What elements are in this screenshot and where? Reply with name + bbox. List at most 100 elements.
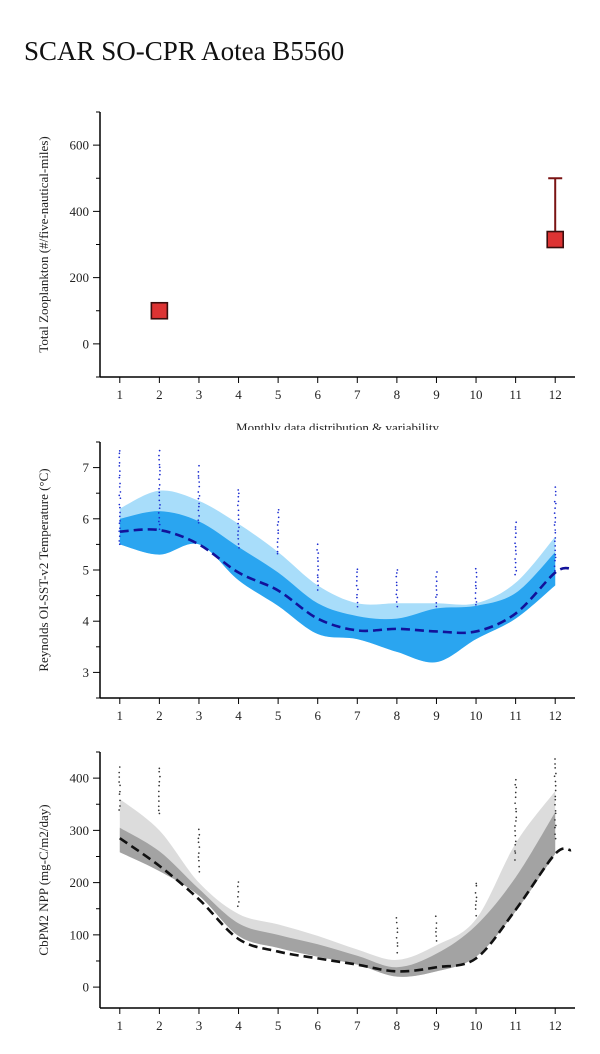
x-tick-label: 5 <box>275 1018 282 1033</box>
observation-dot <box>237 891 240 893</box>
observation-dot <box>119 520 121 522</box>
observation-dot <box>435 576 437 578</box>
y-axis-label: Total Zooplankton (#/five-nautical-miles… <box>36 136 51 352</box>
observation-dot <box>434 915 437 918</box>
x-tick-label: 6 <box>314 1018 321 1033</box>
observation-dot <box>395 581 398 584</box>
observation-dot <box>316 580 319 582</box>
observation-dot <box>396 945 399 947</box>
observation-dot <box>554 545 557 547</box>
observation-dot <box>395 916 398 919</box>
observation-dot <box>554 837 557 840</box>
observation-dot <box>118 461 121 464</box>
observation-dot <box>276 546 279 548</box>
observation-dot <box>118 494 121 497</box>
y-axis-label: CbPM2 NPP (mg-C/m2/day) <box>36 804 51 955</box>
observation-dot <box>356 605 359 608</box>
observation-dot <box>514 558 516 560</box>
observation-dot <box>395 936 398 939</box>
observation-dot <box>118 771 121 774</box>
observation-dot <box>157 809 160 812</box>
observation-dot <box>396 589 398 591</box>
observation-dot <box>159 504 161 506</box>
observation-dot <box>554 529 557 531</box>
observation-dot <box>237 504 239 507</box>
x-tick-label: 4 <box>235 708 242 723</box>
observation-dot <box>277 532 280 535</box>
observations-month-1 <box>118 449 122 546</box>
observation-dot <box>198 502 200 505</box>
observation-dot <box>436 571 438 573</box>
y-tick-label: 200 <box>70 270 90 285</box>
observation-dot <box>514 573 516 576</box>
observation-dot <box>554 819 556 821</box>
observation-dot <box>118 809 120 811</box>
observation-dot <box>356 568 359 571</box>
observation-dot <box>396 605 399 608</box>
observation-dot <box>475 900 478 903</box>
observation-dot <box>515 778 517 781</box>
observation-dot <box>158 516 161 519</box>
observation-dot <box>514 542 516 545</box>
observation-dot <box>158 780 161 783</box>
observation-dot <box>436 593 438 596</box>
observation-dot <box>237 522 239 525</box>
observation-dot <box>554 556 557 559</box>
observation-dot <box>197 491 200 493</box>
observation-dot <box>159 775 161 778</box>
observation-dot <box>554 490 557 493</box>
observation-dot <box>158 458 160 461</box>
observation-dot <box>396 951 399 954</box>
observation-dot <box>118 543 121 546</box>
observation-dot <box>554 795 557 798</box>
x-tick-label: 5 <box>275 708 282 723</box>
x-tick-label: 12 <box>549 1018 562 1033</box>
observation-dot <box>553 540 556 543</box>
y-tick-label: 0 <box>83 336 90 351</box>
x-tick-label: 9 <box>433 387 440 402</box>
observation-dot <box>197 470 200 473</box>
y-tick-label: 100 <box>70 927 90 942</box>
observation-dot <box>514 528 517 531</box>
mean-line <box>119 837 572 973</box>
observation-dot <box>198 494 201 497</box>
observation-dot <box>119 511 121 514</box>
observation-dot <box>395 584 398 587</box>
y-tick-label: 400 <box>70 204 90 219</box>
observations-month-9 <box>435 571 438 608</box>
observation-dot <box>158 491 161 494</box>
observation-dot <box>277 537 279 540</box>
observation-dot <box>238 901 240 903</box>
x-tick-label: 2 <box>156 708 163 723</box>
observation-dot <box>236 905 239 908</box>
observations-month-9 <box>434 915 438 942</box>
x-tick-label: 1 <box>117 708 124 723</box>
observation-dot <box>514 526 517 528</box>
observation-dot <box>554 784 557 787</box>
observations-month-12 <box>553 758 557 840</box>
observation-dot <box>158 499 161 502</box>
observation-dot <box>157 790 160 793</box>
observation-dot <box>356 575 358 578</box>
observation-dot <box>554 803 556 806</box>
observation-dot <box>316 556 319 559</box>
observation-dot <box>554 789 557 792</box>
observation-dot <box>474 904 477 906</box>
observations-month-3 <box>197 464 201 524</box>
y-tick-label: 400 <box>70 771 90 786</box>
observation-dot <box>237 534 239 536</box>
observation-dot <box>158 494 161 497</box>
observation-dot <box>118 503 121 506</box>
observation-dot <box>158 800 160 802</box>
observation-dot <box>474 908 477 910</box>
observation-dot <box>475 914 478 917</box>
observation-dot <box>435 596 437 598</box>
observation-dot <box>356 601 359 604</box>
observation-dot <box>475 601 478 603</box>
observation-dot <box>119 470 121 472</box>
observation-dot <box>118 776 121 778</box>
observation-dot <box>356 593 358 596</box>
observation-dot <box>158 463 161 466</box>
observations-month-11 <box>514 521 518 576</box>
